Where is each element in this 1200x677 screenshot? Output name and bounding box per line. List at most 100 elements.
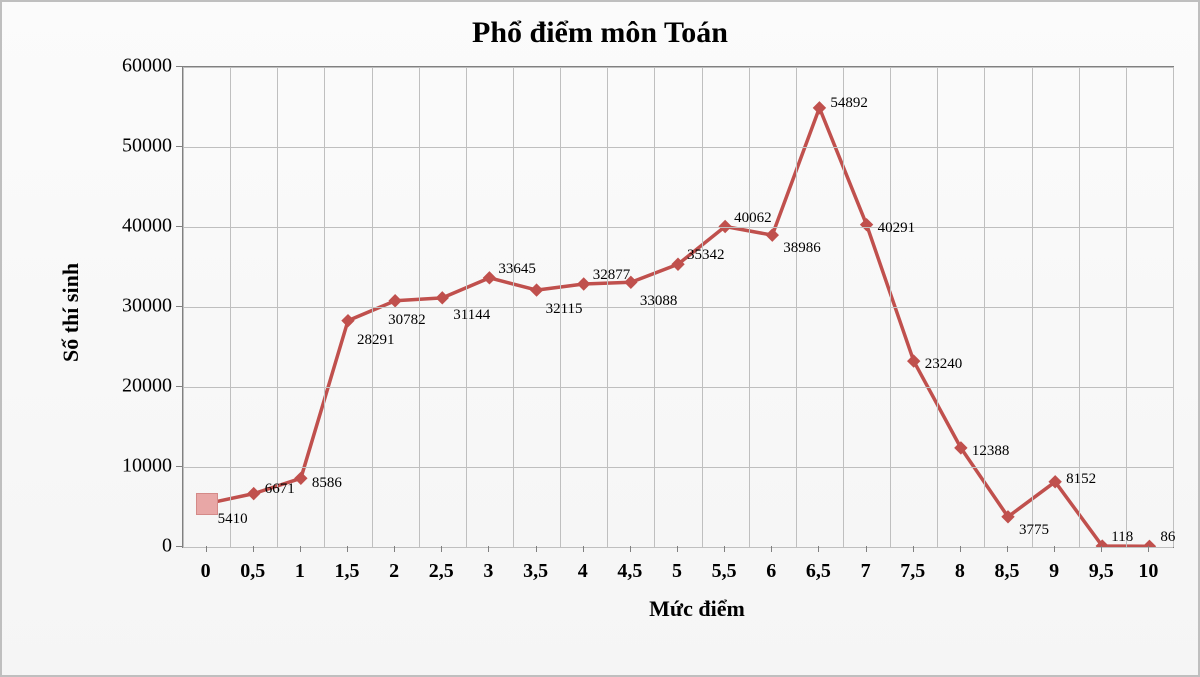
x-tick-mark — [441, 546, 442, 552]
y-tick-label: 40000 — [102, 215, 172, 238]
gridline-v — [749, 67, 750, 547]
gridline-v — [230, 67, 231, 547]
data-marker — [578, 278, 590, 290]
gridline-v — [890, 67, 891, 547]
data-marker — [861, 219, 873, 231]
x-tick-label: 7 — [841, 560, 891, 583]
x-tick-mark — [724, 546, 725, 552]
gridline-h — [183, 67, 1173, 68]
x-tick-label: 1,5 — [322, 560, 372, 583]
gridline-h — [183, 307, 1173, 308]
data-marker — [248, 488, 260, 500]
x-tick-label: 10 — [1123, 560, 1173, 583]
x-tick-label: 3 — [463, 560, 513, 583]
x-tick-mark — [913, 546, 914, 552]
x-tick-mark — [347, 546, 348, 552]
x-tick-label: 7,5 — [888, 560, 938, 583]
gridline-v — [843, 67, 844, 547]
gridline-h — [183, 467, 1173, 468]
data-marker — [342, 315, 354, 327]
x-tick-mark — [1148, 546, 1149, 552]
x-tick-mark — [1101, 546, 1102, 552]
gridline-v — [513, 67, 514, 547]
x-tick-mark — [771, 546, 772, 552]
data-label: 6671 — [265, 481, 295, 498]
x-tick-label: 6 — [746, 560, 796, 583]
data-label: 30782 — [388, 312, 426, 329]
x-tick-label: 5,5 — [699, 560, 749, 583]
x-tick-mark — [818, 546, 819, 552]
x-tick-mark — [206, 546, 207, 552]
data-label: 35342 — [687, 247, 725, 264]
y-tick-label: 30000 — [102, 295, 172, 318]
y-tick-mark — [176, 466, 182, 467]
x-tick-mark — [536, 546, 537, 552]
x-tick-label: 1 — [275, 560, 325, 583]
x-tick-label: 8 — [935, 560, 985, 583]
data-marker — [766, 229, 778, 241]
x-tick-mark — [1054, 546, 1055, 552]
data-marker — [813, 102, 825, 114]
gridline-v — [702, 67, 703, 547]
data-marker — [908, 355, 920, 367]
gridline-v — [1173, 67, 1174, 547]
y-tick-mark — [176, 546, 182, 547]
data-marker — [1049, 476, 1061, 488]
x-tick-label: 3,5 — [511, 560, 561, 583]
gridline-v — [1032, 67, 1033, 547]
data-label: 40062 — [734, 210, 772, 227]
y-tick-mark — [176, 146, 182, 147]
data-label: 32115 — [546, 301, 583, 318]
x-tick-mark — [253, 546, 254, 552]
x-tick-label: 0 — [181, 560, 231, 583]
x-tick-mark — [960, 546, 961, 552]
gridline-h — [183, 227, 1173, 228]
gridline-v — [419, 67, 420, 547]
x-tick-label: 2 — [369, 560, 419, 583]
x-tick-label: 5 — [652, 560, 702, 583]
y-tick-label: 60000 — [102, 55, 172, 78]
x-tick-mark — [630, 546, 631, 552]
x-tick-label: 2,5 — [416, 560, 466, 583]
gridline-v — [984, 67, 985, 547]
y-tick-label: 10000 — [102, 455, 172, 478]
x-tick-label: 0,5 — [228, 560, 278, 583]
origin-square — [196, 493, 218, 515]
gridline-v — [183, 67, 184, 547]
data-label: 8152 — [1066, 471, 1096, 488]
data-label: 118 — [1111, 529, 1133, 546]
data-marker — [483, 272, 495, 284]
gridline-v — [796, 67, 797, 547]
x-tick-mark — [677, 546, 678, 552]
x-tick-mark — [488, 546, 489, 552]
x-tick-label: 9,5 — [1076, 560, 1126, 583]
data-marker — [955, 442, 967, 454]
gridline-h — [183, 547, 1173, 548]
x-tick-label: 4 — [558, 560, 608, 583]
data-marker — [389, 295, 401, 307]
y-tick-mark — [176, 226, 182, 227]
data-label: 38986 — [783, 240, 821, 257]
chart-frame: Phổ điểm môn Toán Số thí sinh Mức điểm 0… — [0, 0, 1200, 677]
gridline-h — [183, 147, 1173, 148]
data-label: 28291 — [357, 332, 395, 349]
data-label: 54892 — [830, 95, 868, 112]
y-tick-mark — [176, 66, 182, 67]
x-tick-mark — [394, 546, 395, 552]
data-marker — [436, 292, 448, 304]
data-marker — [295, 472, 307, 484]
y-tick-label: 0 — [102, 535, 172, 558]
x-tick-mark — [1007, 546, 1008, 552]
data-marker — [1002, 511, 1014, 523]
data-label: 8586 — [312, 475, 342, 492]
gridline-v — [277, 67, 278, 547]
x-tick-mark — [300, 546, 301, 552]
y-tick-label: 20000 — [102, 375, 172, 398]
gridline-v — [1126, 67, 1127, 547]
gridline-h — [183, 387, 1173, 388]
data-label: 40291 — [878, 220, 916, 237]
data-label: 5410 — [218, 511, 248, 528]
x-tick-label: 4,5 — [605, 560, 655, 583]
gridline-v — [372, 67, 373, 547]
data-marker — [1096, 540, 1108, 547]
